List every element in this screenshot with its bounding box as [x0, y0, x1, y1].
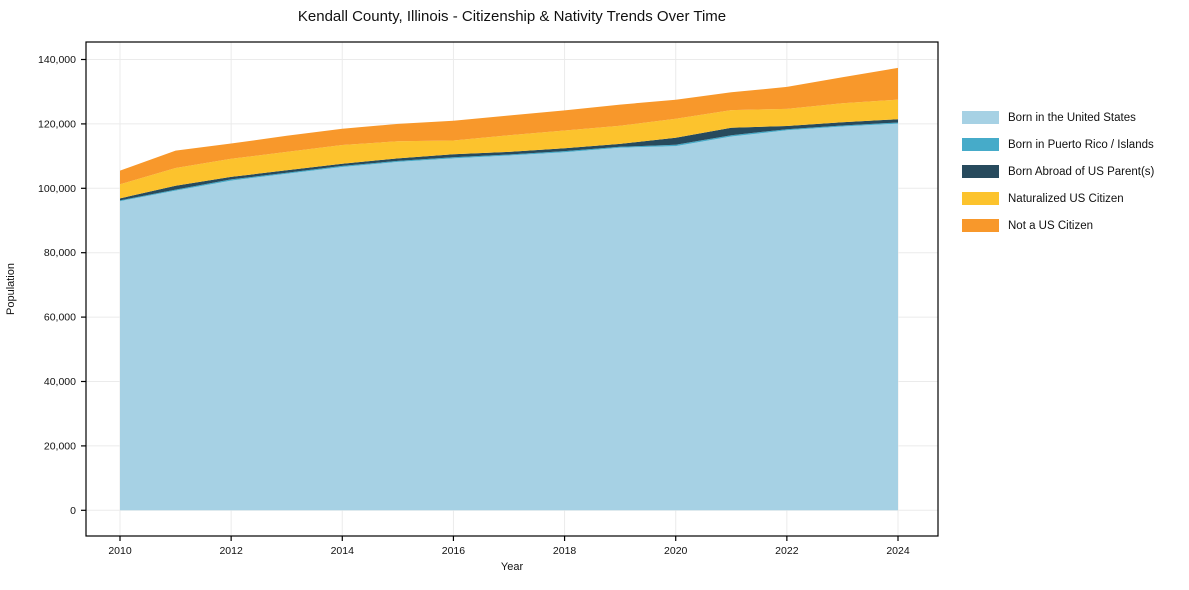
x-axis-label: Year [501, 561, 524, 573]
y-tick-label: 40,000 [44, 376, 76, 388]
legend-item: Naturalized US Citizen [962, 185, 1154, 212]
y-tick-label: 120,000 [38, 118, 76, 130]
legend-label: Born in the United States [1008, 111, 1136, 124]
area-series [120, 67, 898, 185]
y-tick-label: 100,000 [38, 183, 76, 195]
x-tick-label: 2020 [664, 545, 688, 557]
x-tick-label: 2016 [442, 545, 466, 557]
y-tick-label: 140,000 [38, 54, 76, 66]
y-tick-label: 20,000 [44, 440, 76, 452]
y-axis-label: Population [5, 263, 17, 315]
legend-item: Born in the United States [962, 104, 1154, 131]
area-series [120, 119, 898, 201]
x-tick-label: 2010 [108, 545, 132, 557]
legend-item: Not a US Citizen [962, 212, 1154, 239]
legend-swatch [962, 138, 999, 151]
legend-label: Born in Puerto Rico / Islands [1008, 138, 1154, 151]
legend-swatch [962, 192, 999, 205]
legend-swatch [962, 165, 999, 178]
x-tick-label: 2014 [331, 545, 355, 557]
legend-label: Naturalized US Citizen [1008, 192, 1124, 205]
y-tick-label: 60,000 [44, 312, 76, 324]
x-tick-label: 2018 [553, 545, 577, 557]
legend-item: Born Abroad of US Parent(s) [962, 158, 1154, 185]
chart-title: Kendall County, Illinois - Citizenship &… [297, 8, 727, 25]
legend-label: Not a US Citizen [1008, 219, 1094, 232]
y-tick-label: 0 [70, 505, 76, 517]
legend-swatch [962, 219, 999, 232]
legend-label: Born Abroad of US Parent(s) [1008, 165, 1155, 178]
y-tick-label: 80,000 [44, 247, 76, 259]
area-series [120, 99, 898, 199]
x-tick-label: 2012 [219, 545, 243, 557]
plot-border [85, 41, 939, 537]
legend-item: Born in Puerto Rico / Islands [962, 131, 1154, 158]
chart-legend: Born in the United States Born in Puerto … [962, 104, 1154, 239]
legend-swatch [962, 111, 999, 124]
area-series [120, 123, 898, 511]
x-tick-label: 2024 [886, 545, 910, 557]
x-tick-label: 2022 [775, 545, 799, 557]
